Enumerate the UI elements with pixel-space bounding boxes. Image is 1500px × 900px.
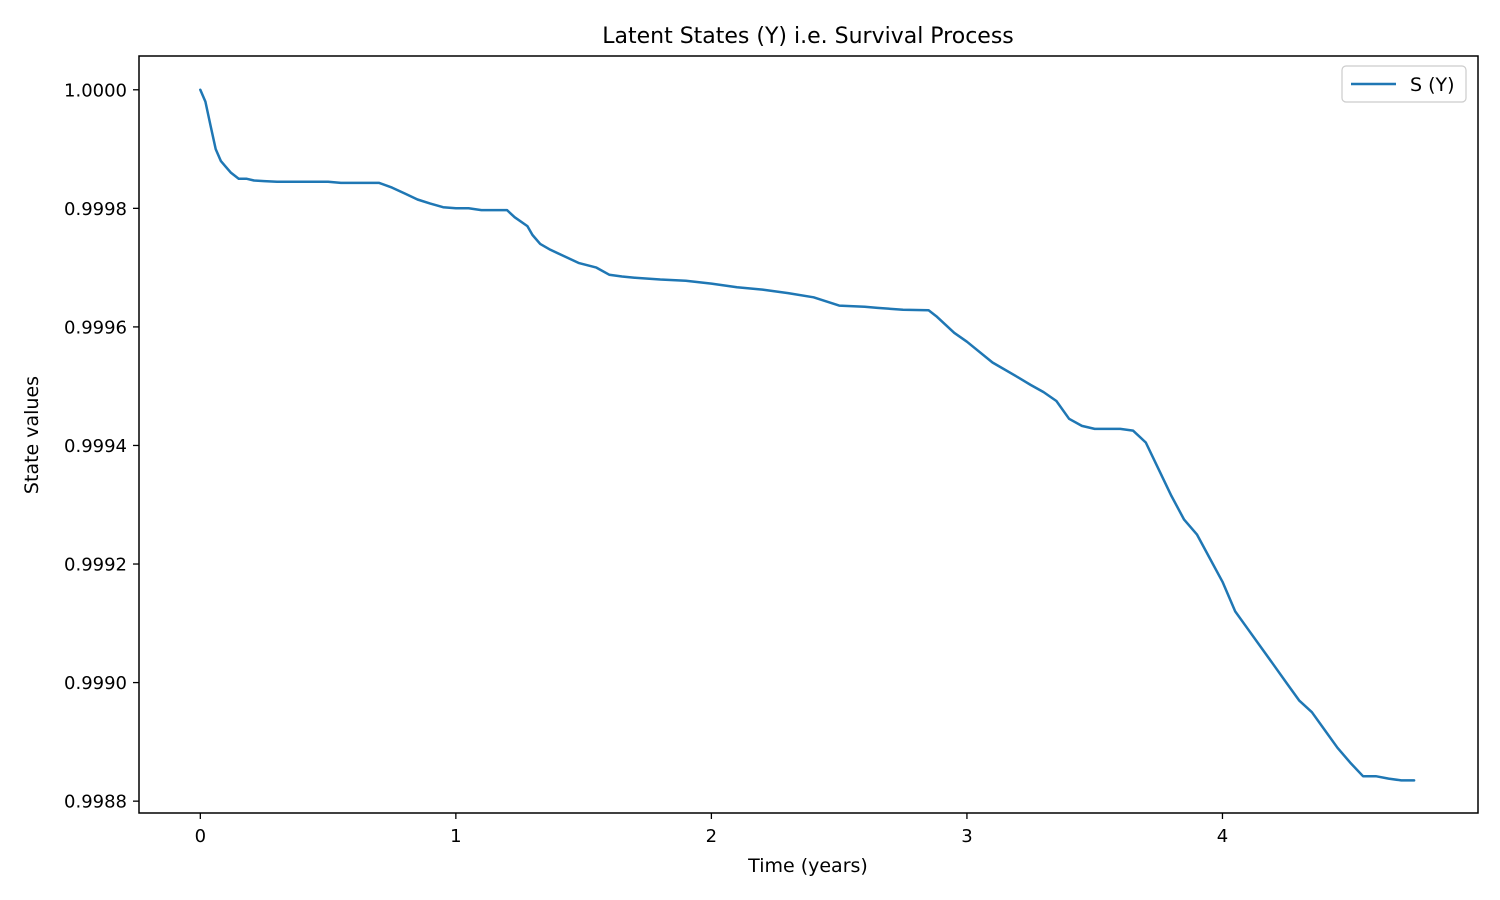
chart-title: Latent States (Y) i.e. Survival Process — [602, 24, 1014, 49]
legend-box — [1341, 65, 1467, 103]
x-tick-label: 3 — [961, 826, 972, 847]
y-tick-label: 0.9988 — [64, 792, 127, 813]
x-tick-label: 4 — [1217, 826, 1228, 847]
y-tick-label: 0.9998 — [64, 199, 127, 220]
series-layer — [199, 88, 1416, 782]
y-tick-label: 0.9994 — [64, 436, 127, 457]
series-line — [199, 88, 1416, 782]
y-axis-ticks: 0.9988 0.9990 0.9992 0.9994 0.9996 0.9998 1.00… — [64, 80, 139, 813]
y-tick-label: 1.0000 — [64, 80, 127, 101]
plot-area-frame — [138, 55, 1479, 814]
y-tick-label: 0.9996 — [64, 317, 127, 338]
y-axis-label: State values — [21, 376, 43, 494]
x-axis-label: Time (years) — [747, 855, 868, 877]
y-tick-label: 0.9990 — [64, 673, 127, 694]
y-tick-label: 0.9992 — [64, 555, 127, 576]
x-tick-label: 1 — [450, 826, 461, 847]
x-tick-label: 2 — [706, 826, 717, 847]
legend-label: S (Y) — [1410, 74, 1455, 96]
x-axis-ticks: 0 1 2 3 4 — [195, 813, 1228, 847]
x-tick-label: 0 — [195, 826, 206, 847]
legend: S (Y) — [1341, 65, 1467, 103]
